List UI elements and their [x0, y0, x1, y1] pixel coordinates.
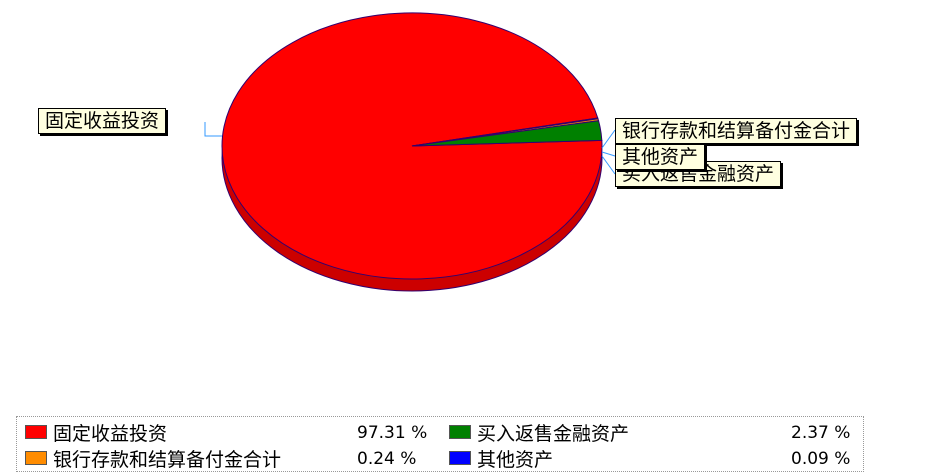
legend-value-fixed-income: 97.31 % — [357, 423, 428, 443]
legend-item-fixed-income: 固定收益投资 — [25, 419, 167, 445]
legend-label: 银行存款和结算备付金合计 — [53, 448, 282, 471]
legend-swatch-other-assets — [449, 451, 471, 465]
legend-item-reverse-repo: 买入返售金融资产 — [449, 419, 629, 445]
legend: 固定收益投资 97.31 % 买入返售金融资产 2.37 % 银行存款和结算备付… — [16, 416, 864, 472]
pie-slices — [221, 12, 603, 280]
legend-swatch-reverse-repo — [449, 425, 471, 439]
legend-item-bank-deposits: 银行存款和结算备付金合计 — [25, 445, 281, 471]
legend-swatch-bank-deposits — [25, 451, 47, 465]
leader-line-3 — [601, 155, 616, 175]
callout-fixed-income: 固定收益投资 — [38, 108, 167, 134]
legend-item-other-assets: 其他资产 — [449, 445, 553, 471]
legend-label: 买入返售金融资产 — [477, 422, 630, 445]
callout-bank-deposits: 银行存款和结算备付金合计 — [615, 118, 858, 144]
pie-chart — [204, 12, 616, 292]
callout-other-assets: 其他资产 — [615, 144, 706, 170]
leader-lines — [204, 122, 616, 175]
leader-line-2 — [601, 151, 616, 157]
legend-value-reverse-repo: 2.37 % — [791, 423, 851, 443]
legend-value-bank-deposits: 0.24 % — [357, 449, 417, 469]
legend-label: 固定收益投资 — [53, 422, 168, 445]
legend-label: 其他资产 — [477, 448, 554, 471]
leader-line-1 — [601, 129, 616, 149]
pie-slice-reverse-repo — [411, 120, 603, 147]
legend-swatch-fixed-income — [25, 425, 47, 439]
legend-value-other-assets: 0.09 % — [791, 449, 851, 469]
leader-line-0 — [204, 122, 222, 137]
